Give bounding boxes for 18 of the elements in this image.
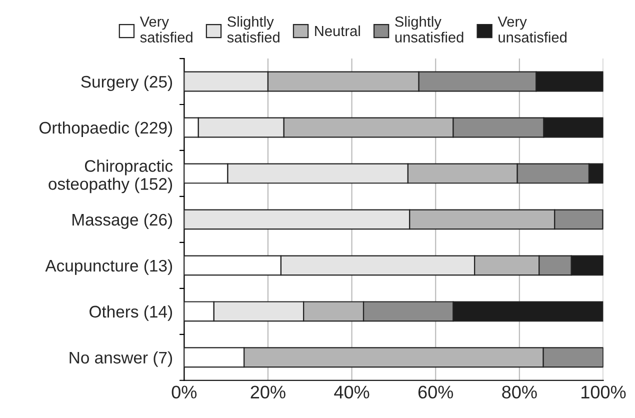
x-tick-label: 60% <box>418 386 454 399</box>
y-tick-label: No answer (7) <box>70 351 172 367</box>
x-tick-label: 80% <box>502 386 537 399</box>
y-tick-label: Orthopaedic (229) <box>40 121 172 137</box>
y-tick-label: Others (14) <box>90 305 172 321</box>
legend-label: Slightly unsatisfied <box>395 16 464 43</box>
legend-label: Very satisfied <box>140 16 192 43</box>
y-tick-label: Acupuncture (13) <box>45 259 172 275</box>
legend-label: Neutral <box>315 25 360 36</box>
x-tick-label: 100% <box>582 386 626 399</box>
y-tick-label: Surgery (25) <box>81 75 172 92</box>
y-tick-label: Massage (26) <box>72 213 172 229</box>
x-tick-label: 20% <box>250 386 286 399</box>
y-tick-label: Chiropractic osteopathy (152) <box>48 160 173 194</box>
legend-label: Very unsatisfied <box>498 16 566 43</box>
legend-label: Slightly satisfied <box>227 16 280 43</box>
x-tick-label: 40% <box>334 386 370 399</box>
x-tick-label: 0% <box>172 386 197 399</box>
